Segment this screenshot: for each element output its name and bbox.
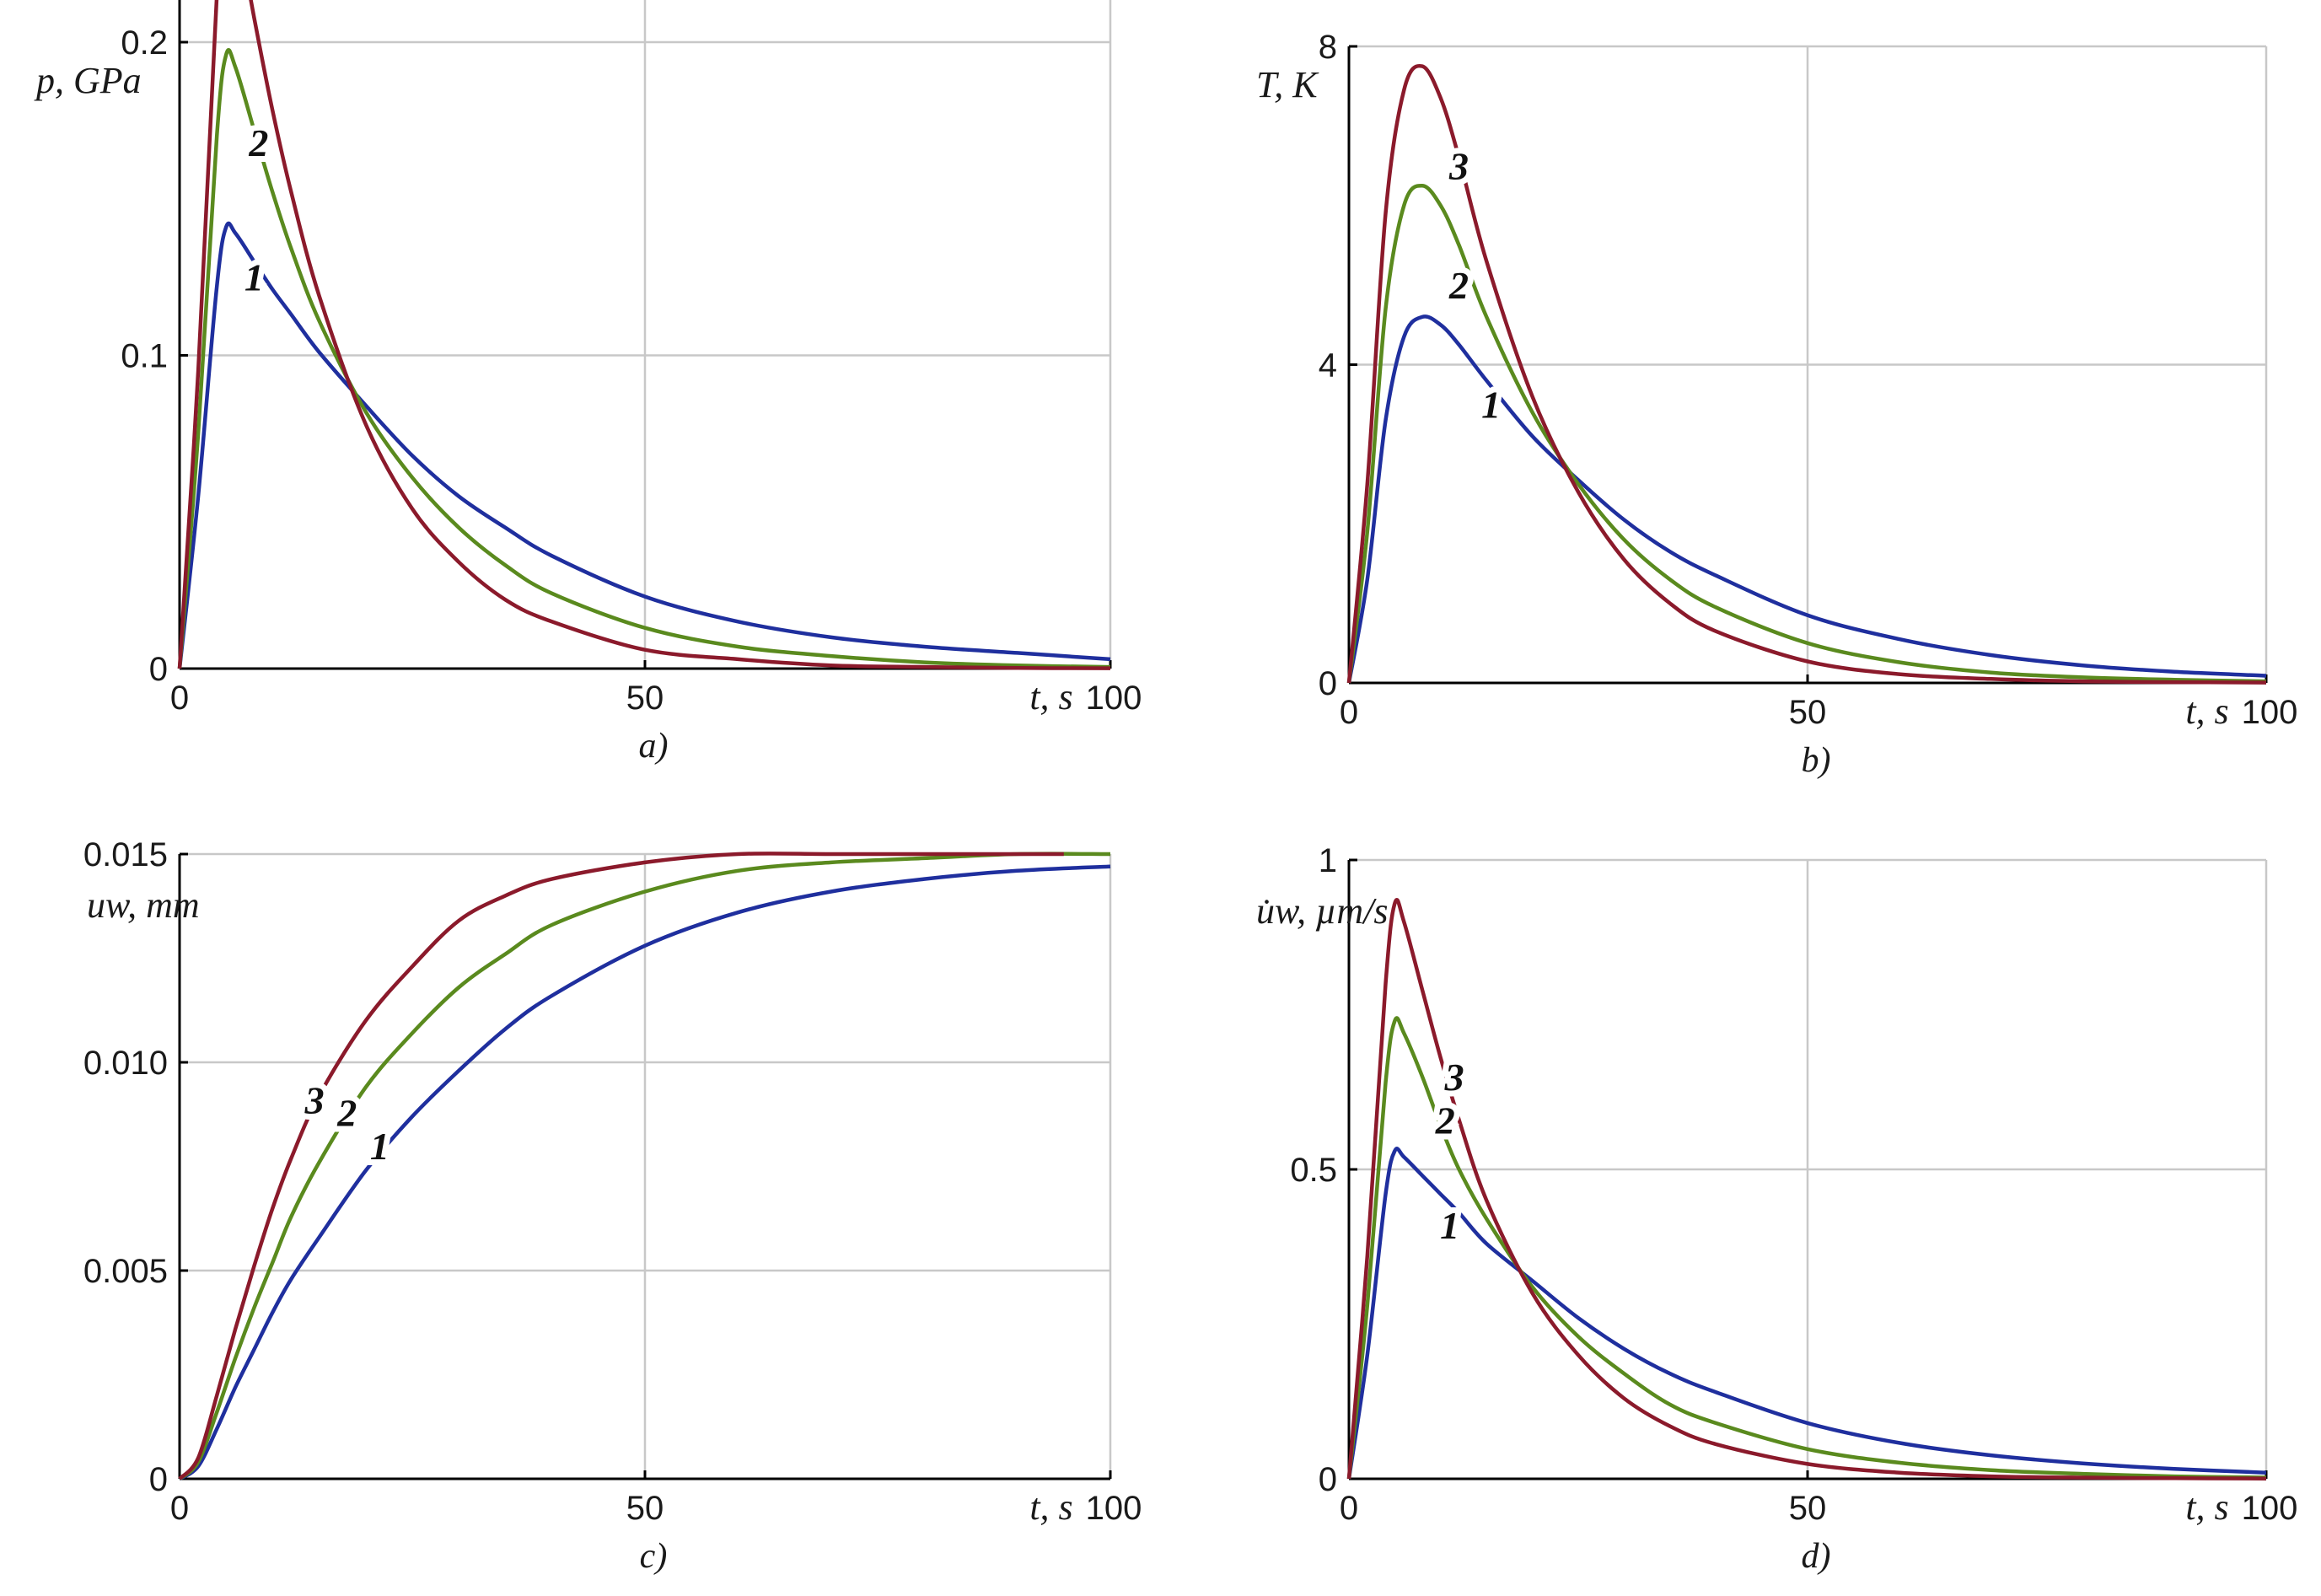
y-tick-label: 8	[1319, 29, 1337, 66]
x-tick-label: 0	[170, 1490, 189, 1527]
y-axis-label: T, K	[1256, 64, 1319, 105]
panel-caption: a)	[639, 727, 669, 766]
x-tick-label: 100	[2242, 1490, 2298, 1527]
chart-panel-b: 0 50 100 0 4 8 t, s T, K b) 1 2 3	[1256, 29, 2297, 780]
y-tick-label: 0	[149, 1461, 168, 1498]
y-tick-label: 0	[1319, 1461, 1337, 1498]
y-tick-label: 1	[1319, 842, 1337, 879]
curve-label-1: 1	[1481, 384, 1501, 427]
x-axis-label: t, s	[1029, 1486, 1072, 1528]
y-tick-label: 0.1	[121, 338, 168, 375]
x-tick-label: 100	[2242, 694, 2298, 731]
y-tick-label: 0.005	[83, 1253, 168, 1290]
curve-label-2: 2	[336, 1091, 357, 1134]
x-axis-label: t, s	[1029, 676, 1072, 717]
x-tick-label: 100	[1086, 1490, 1142, 1527]
x-tick-label: 0	[170, 680, 189, 717]
curve-label-1: 1	[1440, 1204, 1459, 1247]
curve-label-2: 2	[1435, 1099, 1455, 1142]
chart-panel-c: 0 50 100 0 0.005 0.010 0.015 t, s uw, mm c) 123	[83, 836, 1142, 1576]
series-line-2	[1346, 1016, 2267, 1480]
x-tick-label: 0	[1340, 1490, 1358, 1527]
y-axis-label: uw, mm	[87, 884, 200, 926]
curve-label-2: 2	[248, 121, 268, 164]
series-line-1	[177, 221, 1111, 669]
series-line-3	[178, 852, 1064, 1480]
y-axis-label: u̇w, µm/s	[1256, 890, 1389, 932]
x-axis-label: t, s	[2185, 1486, 2228, 1528]
curve-label-1: 1	[244, 256, 264, 299]
y-axis-label: p, GPa	[34, 60, 142, 101]
y-tick-label: 4	[1319, 347, 1337, 384]
series-line-2	[177, 48, 1111, 669]
y-tick-label: 0.010	[83, 1045, 168, 1082]
x-tick-label: 100	[1086, 680, 1142, 717]
x-tick-label: 0	[1340, 694, 1358, 731]
series-line-3	[177, 0, 1111, 670]
y-tick-label: 0	[1319, 665, 1337, 702]
chart-panel-d: 0 50 100 0 0.5 1 t, s u̇w, µm/s d) 1 23	[1256, 842, 2297, 1576]
panel-caption: b)	[1802, 741, 1831, 780]
curve-label-1: 1	[370, 1125, 390, 1168]
curve-label-3: 3	[1448, 145, 1469, 188]
panel-caption: c)	[640, 1537, 668, 1576]
x-tick-label: 50	[1789, 694, 1827, 731]
x-tick-label: 50	[1789, 1490, 1827, 1527]
panel-caption: d)	[1802, 1537, 1831, 1576]
y-tick-label: 0	[149, 651, 168, 688]
curve-label-2: 2	[1448, 264, 1469, 307]
x-tick-label: 50	[626, 1490, 664, 1527]
series-line-1	[178, 864, 1111, 1480]
series-line-3	[1346, 63, 2267, 685]
y-tick-label: 0.2	[121, 24, 168, 62]
series-line-1	[1346, 314, 2267, 684]
y-tick-label: 0.5	[1290, 1152, 1337, 1189]
curve-label-3: 3	[304, 1078, 325, 1121]
y-tick-label: 0.015	[83, 836, 168, 873]
series-line-2	[178, 852, 1111, 1480]
series-line-1	[1346, 1147, 2267, 1480]
x-axis-label: t, s	[2185, 691, 2228, 732]
x-tick-label: 50	[626, 680, 664, 717]
series-line-3	[1346, 897, 2267, 1480]
curve-label-3: 3	[1444, 1056, 1464, 1099]
